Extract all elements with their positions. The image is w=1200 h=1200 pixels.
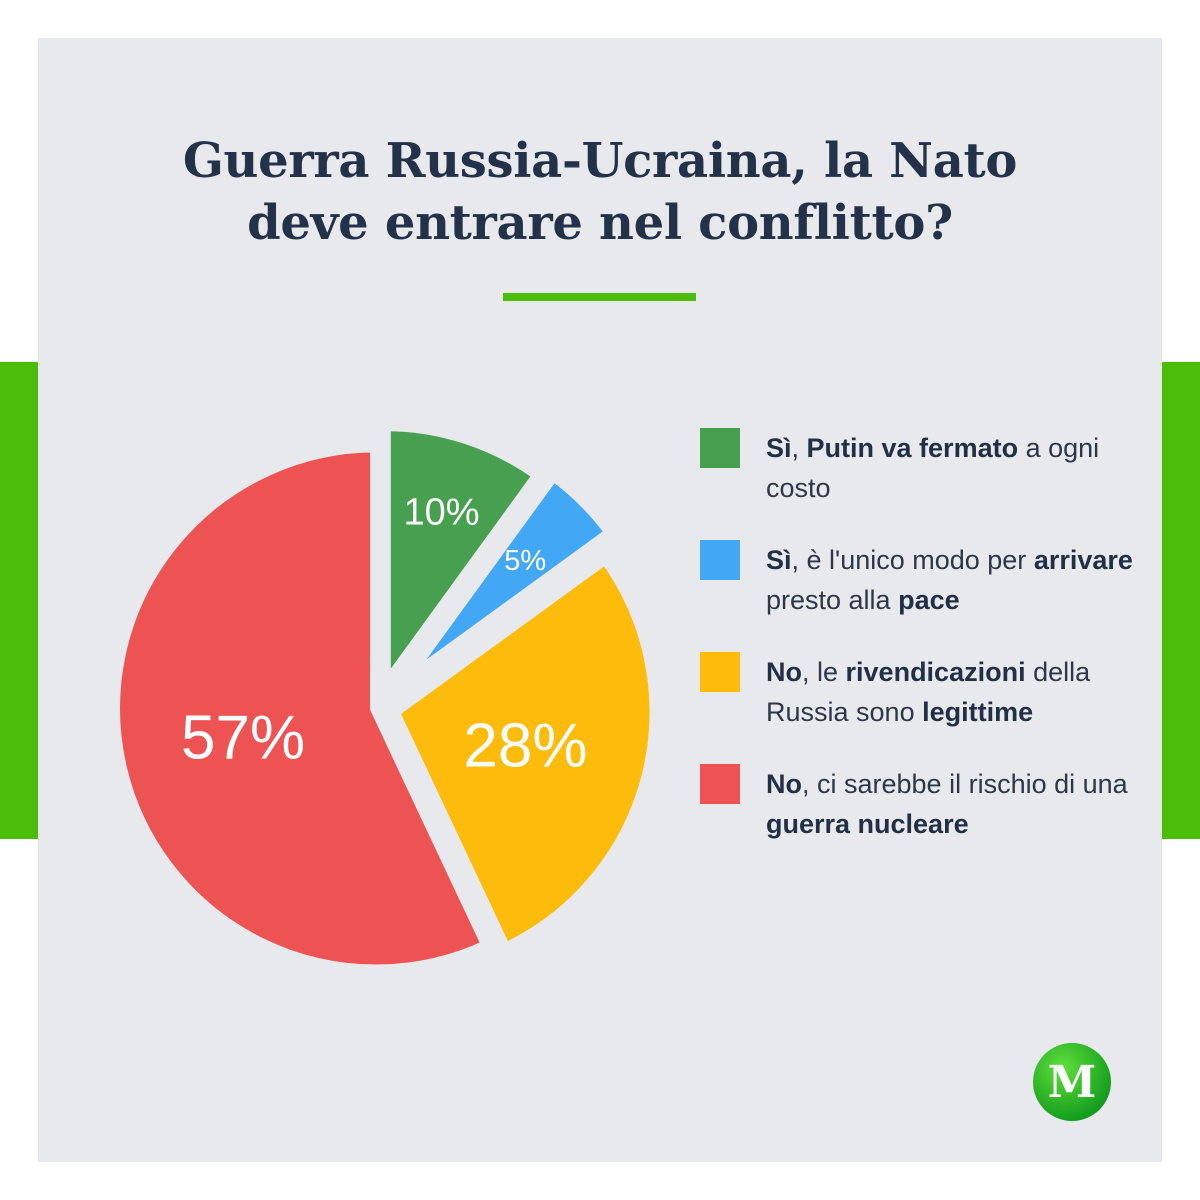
legend-swatch-3 <box>700 652 740 692</box>
accent-bar-left <box>0 362 38 839</box>
legend-swatch-1 <box>700 428 740 468</box>
legend-item-1: Sì, Putin va fermato a ogni costo <box>700 428 1140 508</box>
legend-text: , <box>791 433 807 463</box>
logo-letter: M <box>1048 1057 1097 1108</box>
legend-text: No <box>766 769 802 799</box>
legend-text: guerra nucleare <box>766 809 969 839</box>
legend-item-3: No, le rivendicazioni della Russia sono … <box>700 652 1140 732</box>
legend-text: , è l'unico modo per <box>791 545 1034 575</box>
legend-text: presto alla <box>766 585 899 615</box>
chart-title-line-1: Guerra Russia-Ucraina, la Nato <box>182 133 1018 189</box>
pie-slice-3 <box>387 551 662 956</box>
legend-item-2: Sì, è l'unico modo per arrivare presto a… <box>700 540 1140 620</box>
legend-text: , le <box>802 657 846 687</box>
pie-chart: 10% 5% 28% 57% <box>108 419 662 977</box>
legend-text: della Russia sono <box>766 657 1091 727</box>
legend-swatch-2 <box>700 540 740 580</box>
pie-slice-2 <box>393 468 618 693</box>
legend-text: legittime <box>922 697 1034 727</box>
pie-slice-1 <box>378 419 545 694</box>
accent-bar-right <box>1162 362 1200 839</box>
pie-slice-label-3: 28% <box>463 711 587 780</box>
legend-text: Sì <box>766 433 792 463</box>
legend-item-4: No, ci sarebbe il rischio di una guerra … <box>700 764 1140 844</box>
legend-text: Sì <box>766 545 792 575</box>
legend-text: , ci sarebbe il rischio di una <box>802 769 1128 799</box>
legend-text: rivendicazioni <box>845 657 1026 687</box>
pie-slice-label-1: 10% <box>403 492 479 534</box>
legend-text: No <box>766 657 802 687</box>
m-logo-icon: M <box>1033 1043 1111 1121</box>
infographic-card: Guerra Russia-Ucraina, la Nato deve entr… <box>38 38 1162 1162</box>
pie-slice-label-4: 57% <box>181 704 305 773</box>
chart-legend: Sì, Putin va fermato a ogni costo Sì, è l… <box>700 428 1140 844</box>
title-divider <box>503 293 696 301</box>
legend-text: arrivare <box>1033 545 1133 575</box>
legend-text: Putin va fermato <box>806 433 1019 463</box>
legend-text: pace <box>898 585 960 615</box>
chart-title-line-2: deve entrare nel conflitto? <box>247 195 953 251</box>
pie-slice-4 <box>108 440 494 977</box>
legend-swatch-4 <box>700 764 740 804</box>
chart-title: Guerra Russia-Ucraina, la Nato deve entr… <box>38 130 1162 254</box>
pie-slice-label-2: 5% <box>504 545 546 577</box>
legend-text: a ogni costo <box>766 433 1100 503</box>
